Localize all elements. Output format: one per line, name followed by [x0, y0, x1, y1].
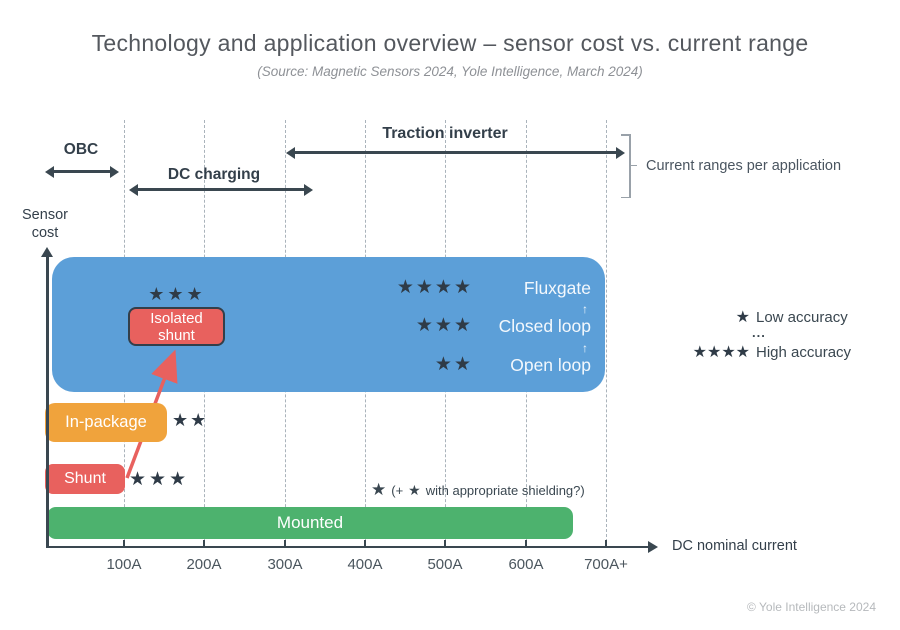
legend-high-stars-icon: ★★★★ — [692, 344, 750, 361]
range-bracket — [629, 134, 631, 198]
mounted-bar: Mounted — [47, 507, 573, 539]
legend-ellipsis: ... — [752, 325, 766, 340]
closed-loop-stars-icon: ★★★ — [415, 315, 473, 336]
obc-label: OBC — [63, 141, 99, 158]
y-axis — [42, 247, 52, 547]
shielding-note-text: with appropriate shielding?) — [425, 482, 585, 498]
traction-inverter-label: Traction inverter — [382, 125, 508, 142]
chart-title: Technology and application overview – se… — [91, 30, 809, 56]
shunt-box: Shunt — [45, 464, 125, 494]
open-loop-stars-icon: ★★ — [434, 354, 473, 375]
x-tick — [203, 540, 205, 546]
mounted-shielding-note: ★ (+ ★ with appropriate shielding?) — [371, 480, 585, 500]
chart-subtitle: (Source: Magnetic Sensors 2024, Yole Int… — [257, 64, 643, 79]
isolated-shunt-box: Isolated shunt — [128, 307, 225, 346]
range-bracket-top-cap — [621, 134, 630, 136]
x-tick — [605, 540, 607, 546]
shielding-extra-star-icon: ★ — [408, 481, 421, 498]
open-loop-row: ★★ Open loop — [435, 353, 591, 377]
mounted-star-icon: ★ — [371, 480, 387, 499]
gridline-700a — [606, 120, 607, 547]
open-loop-label: Open loop — [510, 355, 591, 375]
x-tick — [525, 540, 527, 546]
x-tick-label-300a: 300A — [267, 556, 303, 573]
range-bracket-middle-tick — [630, 164, 637, 166]
in-package-stars-icon: ★★ — [172, 410, 209, 430]
fluxgate-row: ★★★★ Fluxgate — [397, 276, 591, 300]
x-axis-label: DC nominal current — [672, 538, 797, 554]
fluxgate-label: Fluxgate — [523, 278, 591, 298]
fluxgate-stars-icon: ★★★★ — [396, 277, 473, 298]
legend-high-row: ★★★★ High accuracy — [688, 341, 851, 363]
traction-inverter-range-arrow — [286, 146, 625, 159]
x-tick — [364, 540, 366, 546]
up-arrow-icon: ↑ — [582, 341, 588, 355]
dc-charging-range-arrow — [129, 183, 313, 196]
x-tick-label-600a: 600A — [508, 556, 544, 573]
shielding-note-prefix: (+ — [391, 482, 404, 498]
x-tick-label-400a: 400A — [347, 556, 383, 573]
x-tick — [123, 540, 125, 546]
ranges-caption: Current ranges per application — [646, 158, 842, 174]
y-axis-label: Sensor cost — [22, 207, 68, 241]
x-tick-label-700a: 700A+ — [584, 556, 628, 573]
in-package-box: In-package — [45, 403, 167, 442]
isolated-shunt-stars-icon: ★★★ — [148, 284, 206, 304]
x-tick-label-200a: 200A — [186, 556, 222, 573]
up-arrow-icon: ↑ — [582, 302, 588, 316]
legend-low-row: ★ Low accuracy — [688, 306, 851, 328]
x-axis — [46, 541, 658, 552]
x-tick — [284, 540, 286, 546]
legend-low-stars-icon: ★ — [735, 309, 750, 326]
x-tick-label-100a: 100A — [106, 556, 142, 573]
range-bracket-bottom-cap — [621, 196, 630, 198]
legend-low-label: Low accuracy — [756, 308, 848, 326]
closed-loop-label: Closed loop — [498, 316, 591, 336]
obc-range-arrow — [45, 165, 119, 178]
shunt-stars-icon: ★★★ — [129, 469, 190, 490]
x-tick-label-500a: 500A — [427, 556, 463, 573]
closed-loop-row: ★★★ Closed loop — [416, 314, 591, 338]
copyright-notice: © Yole Intelligence 2024 — [747, 600, 876, 614]
x-tick — [444, 540, 446, 546]
accuracy-legend: ★ Low accuracy ... ★★★★ High accuracy — [688, 306, 851, 363]
dc-charging-label: DC charging — [167, 166, 261, 183]
magnetic-technologies-region: ★★★★ Fluxgate ↑ ★★★ Closed loop ↑ ★★ Ope… — [52, 257, 605, 392]
legend-high-label: High accuracy — [756, 343, 852, 361]
